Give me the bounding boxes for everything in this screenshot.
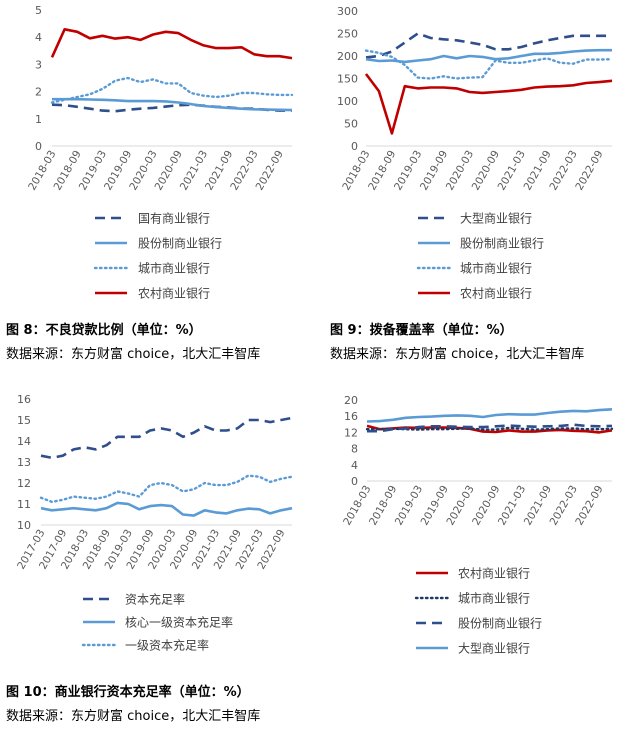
legend-label: 城市商业银行 xyxy=(138,261,210,276)
y-tick-label: 3 xyxy=(35,58,42,71)
legend-label: 城市商业银行 xyxy=(458,591,530,606)
legend-label: 城市商业银行 xyxy=(460,261,532,276)
y-tick-label: 16 xyxy=(344,410,358,423)
y-tick-label: 16 xyxy=(17,393,31,406)
y-tick-label: 5 xyxy=(35,4,42,17)
series-line xyxy=(364,49,614,80)
series-line xyxy=(367,423,613,433)
legend-label: 股份制商业银行 xyxy=(138,236,222,251)
y-tick-label: 10 xyxy=(17,519,31,532)
y-tick-label: 0 xyxy=(351,475,358,488)
legend-label: 核心一级资本充足率 xyxy=(125,615,233,630)
legend-label: 一级资本充足率 xyxy=(125,638,209,653)
y-tick-label: 14 xyxy=(17,435,31,448)
series-line xyxy=(365,32,612,59)
series-line xyxy=(40,501,293,517)
legend-label: 国有商业银行 xyxy=(138,211,210,226)
series-line xyxy=(50,76,294,104)
y-tick-label: 0 xyxy=(351,140,358,153)
legend-label: 资本充足率 xyxy=(125,592,185,607)
y-tick-label: 200 xyxy=(337,50,358,63)
series-line xyxy=(366,408,613,423)
chart-1: 0123452018-032018-092019-032019-092020-0… xyxy=(26,4,294,301)
legend-label: 农村商业银行 xyxy=(138,286,210,301)
legend-label: 农村商业银行 xyxy=(458,566,530,581)
y-tick-label: 12 xyxy=(17,477,31,490)
series-line xyxy=(39,474,294,504)
y-tick-label: 11 xyxy=(17,498,31,511)
figure-10-source: 数据来源：东方财富 choice，北大汇丰智库 xyxy=(6,709,261,724)
legend-label: 股份制商业银行 xyxy=(458,616,542,631)
series-line xyxy=(40,416,293,460)
y-tick-label: 250 xyxy=(337,28,358,41)
chart-3: 101112131415162017-032017-092018-032018-… xyxy=(15,393,294,653)
figure-8-source: 数据来源：东方财富 choice，北大汇丰智库 xyxy=(6,347,261,362)
legend-label: 农村商业银行 xyxy=(460,286,532,301)
legend-label: 股份制商业银行 xyxy=(460,236,544,251)
y-tick-label: 15 xyxy=(17,414,31,427)
y-tick-label: 4 xyxy=(351,459,358,472)
chart-2: 0501001502002503002018-032018-092019-032… xyxy=(337,5,614,301)
legend-label: 大型商业银行 xyxy=(458,641,530,656)
series-line xyxy=(365,48,612,64)
y-tick-label: 8 xyxy=(351,443,358,456)
y-tick-label: 100 xyxy=(337,95,358,108)
y-tick-label: 20 xyxy=(344,394,358,407)
y-tick-label: 300 xyxy=(337,5,358,18)
series-line xyxy=(52,97,293,112)
y-tick-label: 0 xyxy=(35,140,42,153)
chart-4: 0481216202018-032018-092019-032019-09202… xyxy=(341,394,614,656)
series-line xyxy=(50,27,293,60)
figure-9-title: 图 9：拨备覆盖率（单位：%） xyxy=(330,323,513,338)
y-tick-label: 150 xyxy=(337,73,358,86)
y-tick-label: 4 xyxy=(35,31,42,44)
figure-10-title: 图 10：商业银行资本充足率（单位：%） xyxy=(6,685,250,700)
y-tick-label: 2 xyxy=(35,86,42,99)
y-tick-label: 12 xyxy=(344,426,358,439)
legend-label: 大型商业银行 xyxy=(460,211,532,226)
figure-8-title: 图 8：不良贷款比例（单位：%） xyxy=(6,323,202,338)
y-tick-label: 13 xyxy=(17,456,31,469)
series-line xyxy=(364,73,613,135)
y-tick-label: 50 xyxy=(344,118,358,131)
y-tick-label: 1 xyxy=(35,113,42,126)
figure-9-source: 数据来源：东方财富 choice，北大汇丰智库 xyxy=(330,347,585,362)
